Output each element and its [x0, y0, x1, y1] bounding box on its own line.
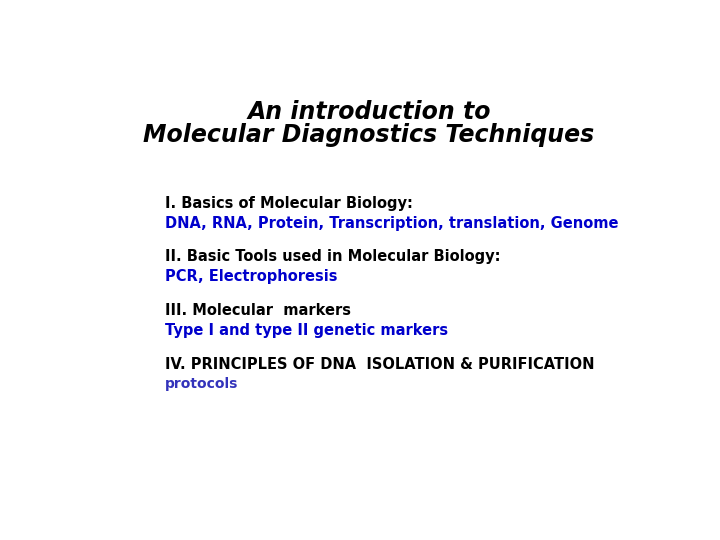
Text: IV. PRINCIPLES OF DNA  ISOLATION & PURIFICATION: IV. PRINCIPLES OF DNA ISOLATION & PURIFI…	[166, 357, 595, 372]
Text: An introduction to: An introduction to	[247, 100, 491, 124]
Text: protocols: protocols	[166, 377, 239, 390]
Text: Type I and type II genetic markers: Type I and type II genetic markers	[166, 322, 449, 338]
Text: Molecular Diagnostics Techniques: Molecular Diagnostics Techniques	[143, 123, 595, 147]
Text: PCR, Electrophoresis: PCR, Electrophoresis	[166, 268, 338, 284]
Text: DNA, RNA, Protein, Transcription, translation, Genome: DNA, RNA, Protein, Transcription, transl…	[166, 216, 618, 231]
Text: III. Molecular  markers: III. Molecular markers	[166, 302, 351, 318]
Text: II. Basic Tools used in Molecular Biology:: II. Basic Tools used in Molecular Biolog…	[166, 248, 501, 264]
Text: I. Basics of Molecular Biology:: I. Basics of Molecular Biology:	[166, 196, 413, 211]
